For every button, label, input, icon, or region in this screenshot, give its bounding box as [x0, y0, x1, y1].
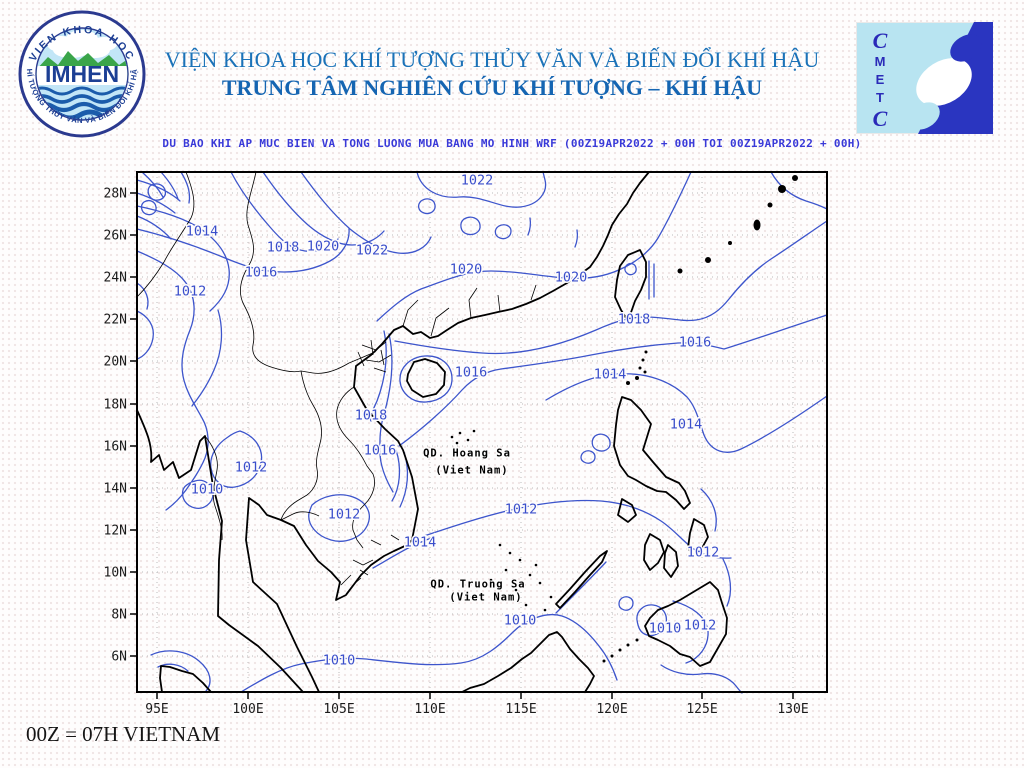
lat-tick-label: 26N: [104, 229, 127, 244]
lon-tick-label: 115E: [505, 702, 536, 717]
isobar-label: 1012: [174, 284, 207, 300]
svg-text:C: C: [873, 28, 888, 53]
lat-tick-label: 8N: [111, 608, 127, 623]
isobar-label: 1014: [186, 224, 219, 240]
center-title: TRUNG TÂM NGHIÊN CỨU KHÍ TƯỢNG – KHÍ HẬU: [221, 75, 763, 100]
lat-tick-label: 20N: [104, 355, 127, 370]
country-borders: [136, 171, 537, 595]
place-name-labels: QD. Hoang Sa(Viet Nam)QD. Truong Sa(Viet…: [422, 447, 526, 605]
place-label: QD. Truong Sa: [430, 579, 525, 591]
cmetc-logo-letters: C M E T C: [873, 28, 888, 131]
isobar-label: 1010: [323, 653, 356, 669]
coastlines: [136, 171, 798, 693]
isobar-label: 1010: [504, 613, 537, 629]
isobar-label: 1012: [687, 545, 720, 561]
isobar-label: 1018: [355, 408, 388, 424]
lat-tick-label: 22N: [104, 313, 127, 328]
svg-text:E: E: [876, 72, 885, 87]
isobar-label: 1018: [618, 312, 651, 328]
lon-tick-label: 95E: [145, 702, 168, 717]
lat-tick-label: 10N: [104, 566, 127, 581]
forecast-subtitle: DU BAO KHI AP MUC BIEN VA TONG LUONG MUA…: [162, 137, 862, 150]
lat-tick-label: 12N: [104, 524, 127, 539]
lat-tick-label: 18N: [104, 398, 127, 413]
cmetc-logo-swoosh: [908, 22, 993, 134]
imhen-logo-wordmark: IMHEN: [45, 61, 119, 87]
isobar-label: 1016: [364, 443, 397, 459]
isobar-label: 1014: [670, 417, 703, 433]
lat-tick-label: 28N: [104, 187, 127, 202]
svg-text:C: C: [873, 106, 888, 131]
lat-tick-label: 6N: [111, 650, 127, 665]
imhen-logo: IMHEN VIEN KHOA HOC KHÍ TƯỢNG THỦY VĂN V…: [16, 8, 146, 138]
lat-tick-label: 14N: [104, 482, 127, 497]
isobar-label: 1012: [235, 460, 268, 476]
lon-tick-label: 105E: [323, 702, 354, 717]
isobar-label: 1016: [679, 335, 712, 351]
isobar-label: 1020: [307, 239, 340, 255]
place-label: (Viet Nam): [435, 465, 508, 477]
isobar-label: 1018: [267, 240, 300, 256]
timezone-note: 00Z = 07H VIETNAM: [26, 722, 221, 746]
isobar-label: 1020: [450, 262, 483, 278]
isobar-contours: [136, 171, 828, 694]
isobar-label: 1014: [404, 535, 437, 551]
isobar-label: 1022: [356, 243, 389, 259]
header-titles: VIỆN KHOA HỌC KHÍ TƯỢNG THỦY VĂN VÀ BIẾN…: [150, 46, 834, 102]
isobar-label: 1010: [191, 482, 224, 498]
isobar-label: 1014: [594, 367, 627, 383]
axis-ticks: [130, 192, 794, 699]
isobar-label: 1012: [505, 502, 538, 518]
map-frame: [136, 171, 828, 693]
small-islands: [450, 175, 798, 663]
lon-tick-label: 120E: [596, 702, 627, 717]
lat-tick-label: 16N: [104, 440, 127, 455]
svg-text:M: M: [875, 54, 886, 69]
isobar-label: 1012: [328, 507, 361, 523]
lon-tick-label: 125E: [686, 702, 717, 717]
svg-text:T: T: [876, 90, 884, 105]
lon-tick-label: 100E: [232, 702, 263, 717]
isobar-label: 1016: [455, 365, 488, 381]
isobar-label: 1010: [649, 621, 682, 637]
isobar-label: 1022: [461, 173, 494, 189]
isobar-label: 1016: [245, 265, 278, 281]
imhen-logo-emblem: IMHEN: [36, 30, 128, 120]
axis-labels: 95E 100E 105E 110E 115E 120E 125E 130E 28N 26N 24N…: [104, 187, 809, 718]
isobar-label: 1020: [555, 270, 588, 286]
isobar-value-labels: 1014 1018 1020 1022 1016 1012 1022 1020 1020 1018…: [172, 171, 721, 670]
institute-title: VIỆN KHOA HỌC KHÍ TƯỢNG THỦY VĂN VÀ BIẾN…: [164, 47, 820, 72]
lat-tick-label: 24N: [104, 271, 127, 286]
graticule-grid: [137, 172, 827, 692]
place-label: QD. Hoang Sa: [423, 448, 511, 460]
lon-tick-label: 110E: [414, 702, 445, 717]
lon-tick-label: 130E: [777, 702, 808, 717]
place-label: (Viet Nam): [449, 592, 522, 604]
cmetc-logo: C M E T C: [856, 22, 993, 134]
isobar-label: 1012: [684, 618, 717, 634]
